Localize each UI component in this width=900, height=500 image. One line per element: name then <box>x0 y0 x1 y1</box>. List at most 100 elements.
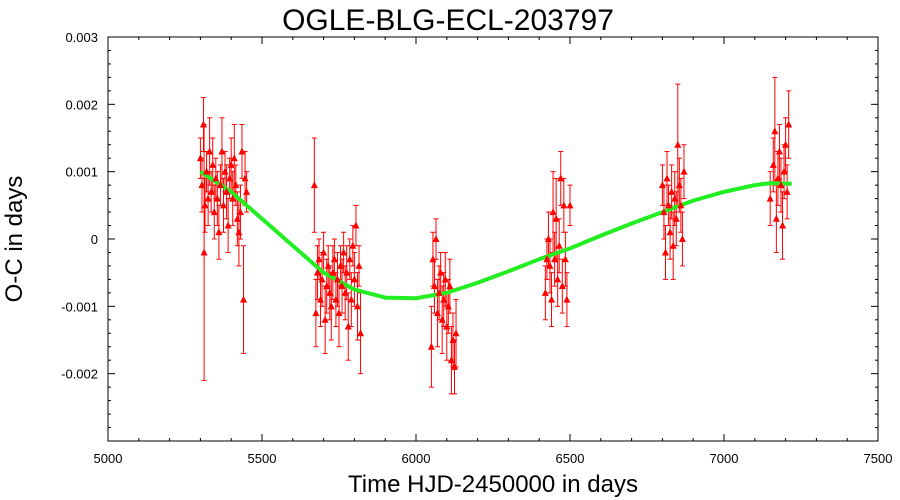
data-point <box>320 248 328 256</box>
data-point <box>323 282 331 290</box>
x-axis-label: Time HJD-2450000 in days <box>348 471 638 498</box>
data-point <box>661 248 669 256</box>
data-point <box>327 302 335 310</box>
data-point <box>341 288 349 296</box>
data-point <box>213 194 221 202</box>
data-point <box>209 160 217 168</box>
x-tick-label: 5500 <box>248 451 277 466</box>
data-point <box>353 302 361 310</box>
data-point <box>437 268 445 276</box>
data-point <box>660 208 668 216</box>
data-point <box>332 295 340 303</box>
data-point <box>566 201 574 209</box>
data-point <box>549 208 557 216</box>
error-bars <box>197 76 792 395</box>
data-point <box>312 309 320 317</box>
data-point <box>346 255 354 263</box>
data-point <box>223 187 231 195</box>
data-point <box>774 174 782 182</box>
data-point <box>206 147 214 155</box>
data-point <box>674 140 682 148</box>
x-tick-label: 7000 <box>710 451 739 466</box>
y-tick-label: 0.001 <box>65 165 98 180</box>
data-point <box>666 228 674 236</box>
data-point <box>230 154 238 162</box>
data-point <box>216 181 224 189</box>
data-point <box>678 235 686 242</box>
data-point <box>672 214 680 222</box>
data-point <box>218 147 226 155</box>
data-point <box>215 228 223 236</box>
data-point <box>204 194 212 202</box>
x-tick-label: 6500 <box>556 451 585 466</box>
data-point <box>347 295 355 303</box>
data-point <box>447 356 455 364</box>
data-point <box>333 275 341 283</box>
data-point <box>318 275 326 283</box>
data-point <box>561 255 569 263</box>
data-point <box>203 167 211 175</box>
data-point <box>557 174 565 182</box>
data-point <box>782 140 790 148</box>
data-point <box>677 201 685 209</box>
data-point <box>326 288 334 296</box>
data-point <box>451 362 458 370</box>
data-point <box>340 248 348 256</box>
data-point <box>243 187 251 195</box>
data-point <box>680 167 688 175</box>
data-point <box>546 261 554 269</box>
data-point <box>444 302 452 310</box>
data-point <box>313 268 321 276</box>
x-tick-label: 6000 <box>402 451 431 466</box>
data-point <box>658 181 666 189</box>
data-point <box>238 147 246 155</box>
data-point <box>338 282 346 290</box>
chart-title: OGLE-BLG-ECL-203797 <box>282 4 614 37</box>
data-point <box>438 315 446 323</box>
data-point <box>350 275 358 283</box>
data-point <box>240 295 248 303</box>
data-point <box>343 268 351 276</box>
plot-frame <box>107 36 879 442</box>
data-point <box>221 167 229 175</box>
data-point <box>777 181 785 189</box>
data-point <box>210 208 218 216</box>
data-point <box>330 255 338 263</box>
data-point <box>543 255 551 263</box>
axis-ticks: 5000 5500 6000 6500 7000 7500 0.003 0.002 0.001 0… <box>61 30 892 466</box>
data-point <box>675 181 683 189</box>
data-point <box>329 268 337 276</box>
data-point <box>766 194 774 202</box>
data-point <box>233 214 241 222</box>
data-point <box>321 315 329 323</box>
data-point <box>440 295 448 303</box>
data-point <box>427 342 435 350</box>
data-point <box>449 336 457 343</box>
data-point <box>435 288 443 296</box>
data-point <box>198 181 206 189</box>
data-point <box>560 201 568 209</box>
x-tick-label: 5000 <box>94 451 123 466</box>
data-point <box>665 201 673 209</box>
y-tick-label: 0.003 <box>65 30 98 45</box>
data-point <box>430 282 438 290</box>
data-point <box>317 295 325 303</box>
data-point <box>785 120 793 128</box>
data-point <box>241 174 249 182</box>
data-point <box>555 241 563 249</box>
data-point <box>310 181 318 189</box>
data-point <box>780 167 788 175</box>
data-point <box>344 322 352 330</box>
data-point <box>446 282 454 290</box>
data-point <box>349 241 357 249</box>
data-point <box>226 174 234 182</box>
y-tick-label: -0.001 <box>61 299 98 314</box>
data-point <box>544 235 552 242</box>
data-point <box>357 329 365 337</box>
data-point <box>355 261 363 269</box>
data-point <box>669 241 677 249</box>
data-point <box>212 174 220 182</box>
data-point <box>200 248 208 256</box>
data-point <box>551 255 559 263</box>
data-point <box>201 201 209 209</box>
